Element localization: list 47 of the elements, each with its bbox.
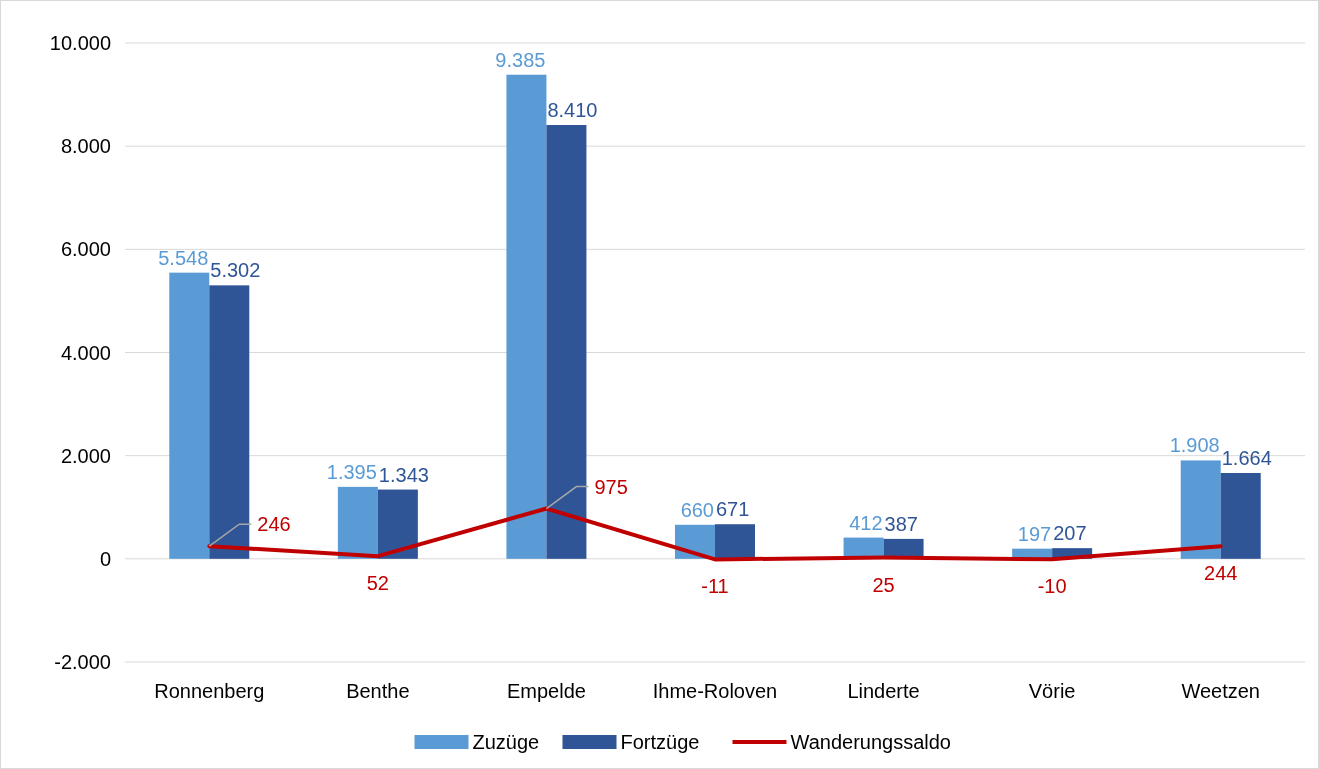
legend-label: Wanderungssaldo — [790, 731, 951, 753]
y-tick-label: 6.000 — [60, 238, 111, 261]
bar — [546, 125, 587, 559]
legend-label: Zuzüge — [472, 731, 540, 753]
bar — [377, 489, 418, 559]
y-tick-label: 4.000 — [60, 341, 111, 364]
data-label: -11 — [701, 575, 729, 598]
y-tick-label: 2.000 — [60, 444, 111, 467]
data-label: 387 — [884, 512, 918, 535]
bar — [1180, 460, 1221, 559]
data-label: 246 — [257, 513, 291, 536]
y-tick-label: 0 — [99, 547, 111, 570]
data-label: 207 — [1053, 522, 1087, 545]
bar — [506, 74, 547, 559]
data-label: 660 — [680, 498, 714, 521]
data-label: 25 — [872, 573, 895, 596]
legend-label: Fortzüge — [620, 731, 700, 753]
y-tick-label: -2.000 — [54, 651, 111, 673]
data-label: 412 — [849, 511, 883, 534]
x-tick-label: Linderte — [847, 680, 920, 702]
data-label: 1.343 — [378, 463, 429, 486]
data-label: 1.664 — [1221, 447, 1272, 469]
data-label: 1.908 — [1169, 434, 1220, 457]
data-label: 975 — [594, 475, 628, 498]
data-label: 5.302 — [210, 259, 261, 282]
x-tick-label: Vörie — [1028, 680, 1076, 702]
bar — [715, 524, 755, 559]
data-label: 1.395 — [326, 460, 377, 483]
x-tick-label: Empelde — [506, 680, 586, 702]
data-label: 671 — [716, 498, 750, 521]
data-label: -10 — [1037, 575, 1067, 598]
data-label: 52 — [366, 572, 389, 595]
data-label: 8.410 — [547, 99, 598, 122]
data-label: 197 — [1017, 522, 1052, 545]
x-tick-label: Weetzen — [1181, 680, 1260, 702]
bar — [169, 272, 210, 559]
data-label: 5.548 — [158, 246, 209, 269]
x-tick-label: Ronnenberg — [154, 680, 265, 702]
bar — [209, 285, 250, 559]
data-label: 244 — [1204, 562, 1238, 585]
x-tick-label: Ihme-Roloven — [652, 680, 778, 702]
bar — [337, 486, 378, 559]
y-tick-label: 8.000 — [60, 135, 111, 158]
x-tick-label: Benthe — [346, 680, 410, 702]
data-label: 9.385 — [495, 48, 546, 71]
y-tick-label: 10.000 — [49, 32, 111, 54]
bar — [1220, 473, 1261, 559]
